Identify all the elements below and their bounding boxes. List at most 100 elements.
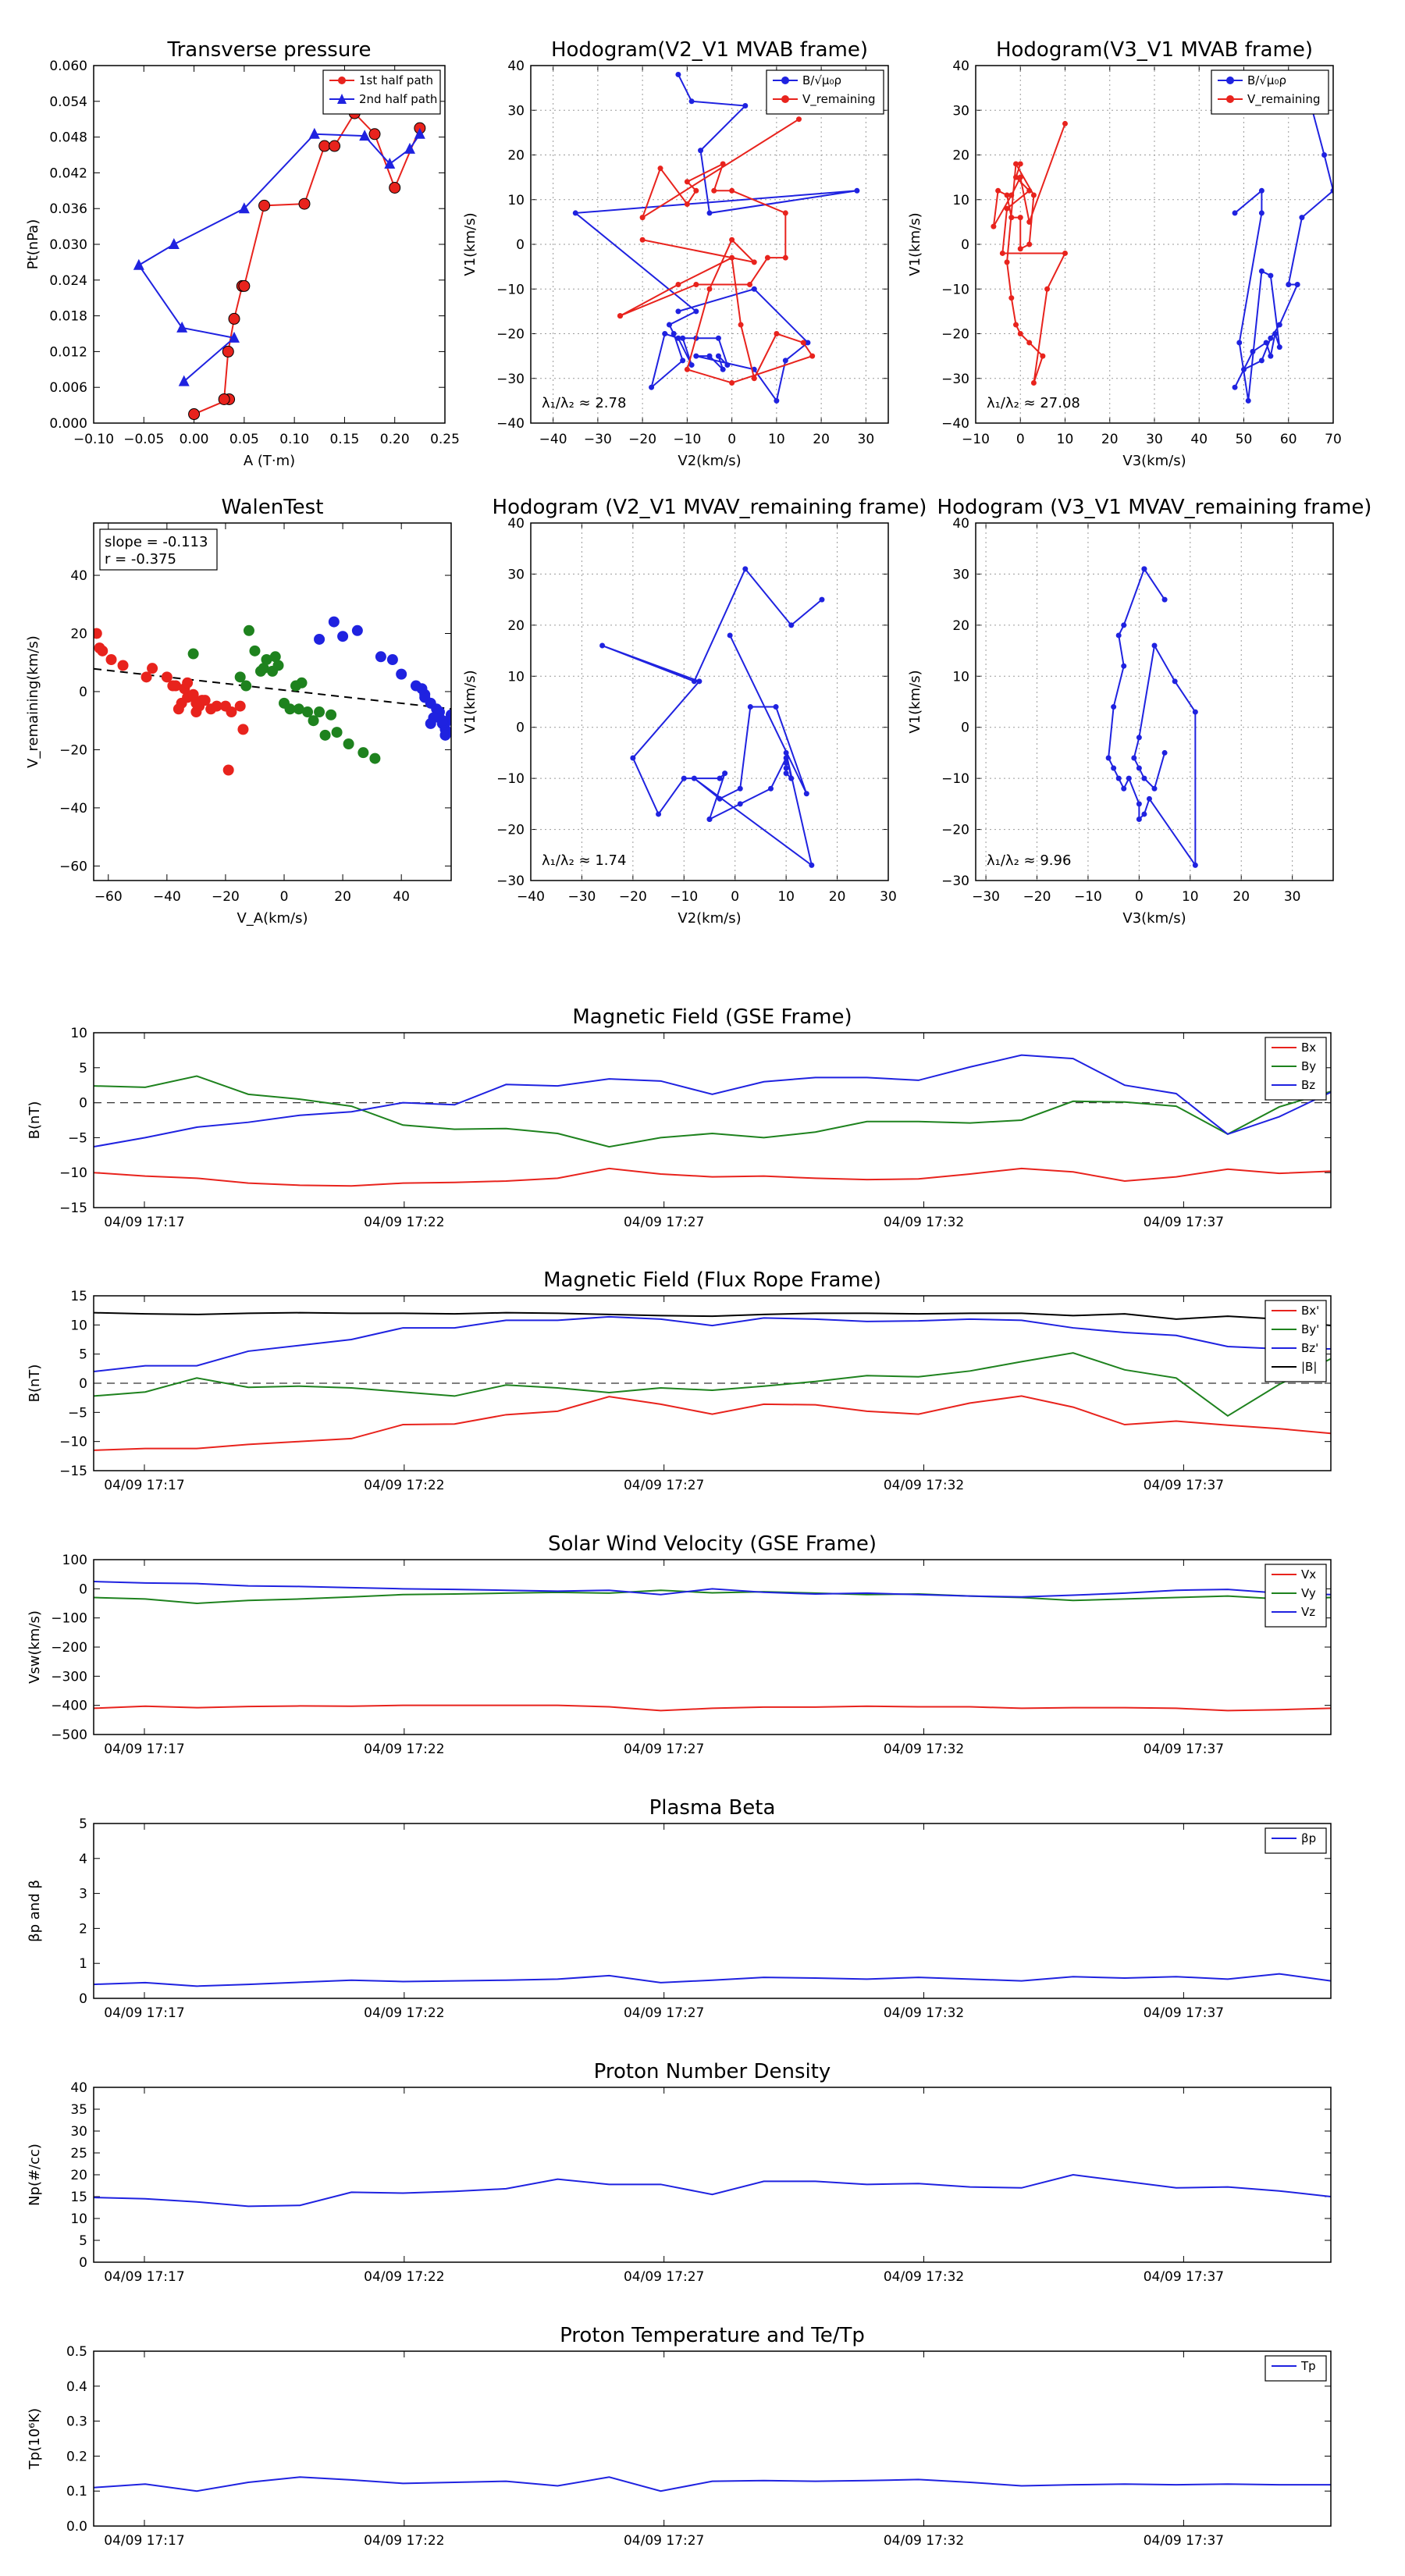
x-tick-label: 20 xyxy=(1232,889,1250,905)
data-point xyxy=(1026,241,1033,247)
y-tick-label: −5 xyxy=(68,1130,87,1146)
y-tick-label: −10 xyxy=(496,282,525,297)
eigen-ratio-text: λ₁/λ₂ ≈ 9.96 xyxy=(987,852,1071,869)
plot-area xyxy=(572,71,860,404)
x-tick-label: 04/09 17:17 xyxy=(104,1215,184,1230)
x-tick-label: −10 xyxy=(670,889,698,905)
scatter-point xyxy=(284,703,296,715)
data-point xyxy=(783,770,789,777)
series-line-βp xyxy=(94,1973,1331,1987)
y-tick-label: 0 xyxy=(79,1991,87,2007)
data-point xyxy=(1268,353,1274,359)
y-tick-label: 20 xyxy=(952,148,969,164)
y-tick-label: −10 xyxy=(941,282,969,297)
y-tick-label: 40 xyxy=(507,516,525,532)
axes-frame xyxy=(93,2087,1332,2263)
y-tick-label: −40 xyxy=(941,416,969,432)
scatter-point xyxy=(261,654,272,666)
y-axis-label: Pt(nPa) xyxy=(25,219,41,269)
data-point xyxy=(572,210,578,216)
data-point xyxy=(1136,765,1142,771)
scatter-point xyxy=(369,753,381,764)
series-line-2nd half path xyxy=(137,133,421,382)
data-point xyxy=(1136,801,1142,807)
axes-frame xyxy=(93,1032,1332,1208)
series-line-Bx' xyxy=(94,1395,1331,1451)
data-point xyxy=(1192,709,1198,715)
y-tick-label: −10 xyxy=(59,1435,87,1450)
data-point xyxy=(711,187,717,194)
y-tick-label: 15 xyxy=(70,2190,87,2205)
data-point xyxy=(684,366,690,372)
axes-frame xyxy=(530,65,889,424)
scatter-point xyxy=(328,616,340,628)
data-point xyxy=(1258,358,1264,364)
x-tick-label: 40 xyxy=(393,889,410,905)
x-tick-label: 04/09 17:27 xyxy=(624,1742,704,1757)
x-tick-label: 04/09 17:22 xyxy=(364,2005,444,2021)
data-point xyxy=(773,704,779,710)
data-point xyxy=(1030,192,1037,198)
data-point xyxy=(639,237,646,243)
data-point xyxy=(168,238,180,249)
series-line-Bx xyxy=(94,1167,1331,1187)
data-point xyxy=(722,770,728,777)
y-tick-label: −300 xyxy=(51,1669,87,1685)
y-tick-label: −200 xyxy=(51,1640,87,1656)
x-tick-label: −30 xyxy=(567,889,596,905)
y-tick-label: 10 xyxy=(70,2211,87,2227)
series-line-By xyxy=(94,1075,1331,1148)
y-tick-label: 10 xyxy=(70,1026,87,1041)
x-tick-label: −20 xyxy=(628,432,656,447)
x-tick-label: −10 xyxy=(1074,889,1102,905)
data-point xyxy=(706,353,713,359)
x-tick-label: 04/09 17:32 xyxy=(884,1742,964,1757)
data-point xyxy=(747,282,753,288)
data-point xyxy=(1062,250,1068,256)
scatter-point xyxy=(319,729,331,741)
scatter-point xyxy=(337,631,349,642)
data-point xyxy=(1040,353,1046,359)
data-point xyxy=(656,811,662,817)
scatter-point xyxy=(296,677,308,688)
data-point xyxy=(617,313,623,319)
data-point xyxy=(1111,765,1117,771)
data-point xyxy=(693,187,699,194)
scatter-point xyxy=(386,654,398,666)
data-point xyxy=(675,71,681,77)
y-tick-label: −20 xyxy=(941,823,969,838)
y-tick-label: 0.042 xyxy=(49,165,87,181)
scatter-point xyxy=(211,700,222,712)
y-tick-label: −20 xyxy=(59,742,87,758)
y-tick-label: 20 xyxy=(70,626,87,642)
x-tick-label: 30 xyxy=(1146,432,1163,447)
y-axis-label: Vsw(km/s) xyxy=(27,1610,43,1684)
data-point xyxy=(1236,340,1243,346)
data-point xyxy=(696,678,702,685)
data-point xyxy=(1294,282,1300,288)
legend-label: Vz xyxy=(1301,1605,1315,1619)
data-point xyxy=(1008,215,1015,221)
data-point xyxy=(788,622,795,628)
stats-text: slope = -0.113 xyxy=(105,534,208,550)
data-point xyxy=(691,775,697,781)
x-tick-label: 04/09 17:37 xyxy=(1144,1215,1224,1230)
x-tick-label: −0.05 xyxy=(123,432,164,447)
y-tick-label: 0.4 xyxy=(66,2379,87,2395)
data-point xyxy=(680,358,686,364)
data-point xyxy=(706,210,713,216)
series-line-V xyxy=(1108,567,1197,868)
data-point xyxy=(805,340,811,346)
x-tick-label: 04/09 17:32 xyxy=(884,1215,964,1230)
y-tick-label: 0.012 xyxy=(49,344,87,360)
x-tick-label: 04/09 17:22 xyxy=(364,2269,444,2285)
x-tick-label: −40 xyxy=(153,889,181,905)
y-tick-label: −10 xyxy=(941,771,969,787)
x-tick-label: 04/09 17:17 xyxy=(104,2269,184,2285)
y-tick-label: 40 xyxy=(952,59,969,74)
data-point xyxy=(706,816,713,822)
data-point xyxy=(1232,210,1238,216)
scatter-point xyxy=(375,651,386,663)
x-tick-label: −10 xyxy=(962,432,990,447)
data-point xyxy=(751,375,757,382)
